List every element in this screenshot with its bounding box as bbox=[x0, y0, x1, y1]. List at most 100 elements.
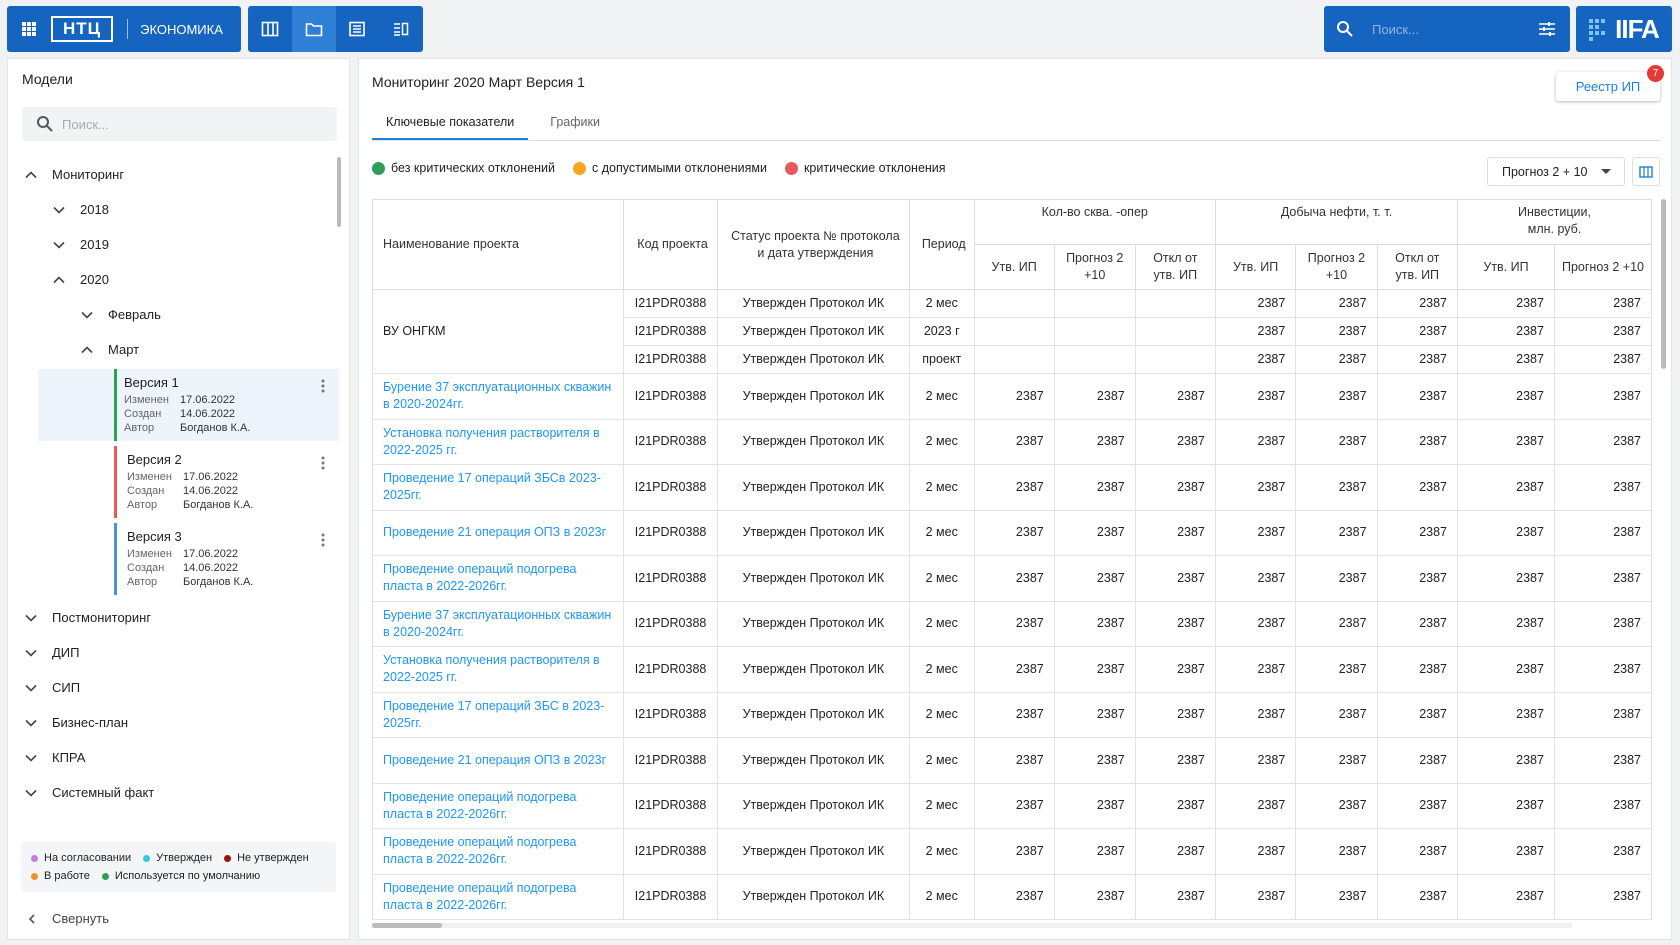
more-button[interactable] bbox=[321, 379, 325, 393]
table-row: Проведение 21 операция ОПЗ в 2023г I21PDR… bbox=[372, 509, 1652, 556]
chevron-line bbox=[25, 754, 37, 762]
version-card[interactable]: Версия 2 Изменен 17.06.2022 Создан 14.06.202… bbox=[114, 446, 339, 518]
tree-item[interactable]: Март bbox=[24, 332, 339, 367]
project-link[interactable]: Проведение операций подогрева пласта в 2… bbox=[383, 562, 577, 594]
value-cell bbox=[973, 317, 1055, 346]
meta-value: 14.06.2022 bbox=[183, 562, 239, 574]
sub-header: Прогноз 2 +10 bbox=[1053, 244, 1136, 290]
meta-label: Автор bbox=[124, 422, 155, 434]
value-cell: 2387 bbox=[973, 737, 1055, 784]
meta-label: Создан bbox=[127, 562, 165, 574]
split-view-button[interactable] bbox=[379, 6, 423, 52]
version-name: Версия 3 bbox=[127, 529, 182, 544]
tree-item[interactable]: 2018 bbox=[24, 192, 339, 227]
dot bbox=[321, 466, 325, 470]
period: проект bbox=[908, 345, 975, 374]
chevron bbox=[53, 275, 65, 283]
project-link[interactable]: Установка получения растворителя в 2022-… bbox=[383, 425, 600, 457]
chevron-line bbox=[53, 241, 65, 249]
folder-view-button[interactable] bbox=[291, 6, 336, 52]
project-name: Бурение 37 эксплуатационных скважин в 20… bbox=[372, 600, 625, 647]
tree-item[interactable]: ДИП bbox=[24, 635, 339, 670]
column-header: Период bbox=[908, 199, 975, 290]
tree-item[interactable]: КПРА bbox=[24, 740, 339, 775]
value-cell: 2387 bbox=[1376, 828, 1459, 875]
value-cell: 2387 bbox=[1295, 289, 1378, 318]
more-button[interactable] bbox=[321, 533, 325, 547]
tab[interactable]: Ключевые показатели bbox=[372, 111, 529, 140]
meta-label: Автор bbox=[127, 576, 158, 588]
project-name: Проведение операций подогрева пласта в 2… bbox=[372, 782, 625, 829]
v-scroll-thumb[interactable] bbox=[1661, 199, 1666, 369]
column-header: Статус проекта № протокола и дата утверж… bbox=[716, 199, 910, 290]
project-link[interactable]: Проведение 21 операция ОПЗ в 2023г bbox=[383, 752, 607, 767]
project-link[interactable]: Бурение 37 эксплуатационных скважин в 20… bbox=[383, 380, 612, 412]
project-status: Утвержден Протокол ИК bbox=[716, 418, 910, 465]
project-code: I21PDR0388 bbox=[623, 600, 718, 647]
period: 2 мес bbox=[908, 600, 975, 647]
version-name: Версия 2 bbox=[127, 452, 182, 467]
brand-logo[interactable]: НТЦ bbox=[51, 16, 114, 42]
search-bar[interactable]: Поиск... bbox=[1324, 6, 1570, 52]
version-card[interactable]: Версия 1 Изменен 17.06.2022 Создан 14.06.202… bbox=[38, 369, 339, 441]
period: 2023 г bbox=[908, 317, 975, 346]
brand-bar: НТЦ ЭКОНОМИКА bbox=[7, 6, 241, 52]
project-status: Утвержден Протокол ИК bbox=[716, 317, 910, 346]
period: 2 мес bbox=[908, 737, 975, 784]
main-panel: Мониторинг 2020 Март Версия 1 Реестр ИП … bbox=[358, 58, 1672, 940]
value-cell: 2387 bbox=[1553, 873, 1652, 920]
project-link[interactable]: Проведение операций подогрева пласта в 2… bbox=[383, 880, 577, 912]
collapse-button[interactable]: Свернуть bbox=[26, 911, 109, 926]
tree-item[interactable]: СИП bbox=[24, 670, 339, 705]
project-link[interactable]: Проведение 17 операций ЗБС в 2023-2025гг… bbox=[383, 698, 605, 730]
columns-view-button[interactable] bbox=[248, 6, 292, 52]
value-cell: 2387 bbox=[1553, 289, 1652, 318]
project-link[interactable]: Установка получения растворителя в 2022-… bbox=[383, 653, 600, 685]
list-view-button[interactable] bbox=[336, 6, 380, 52]
tree-item[interactable]: Системный факт bbox=[24, 775, 339, 810]
tree-item[interactable]: Постмониторинг bbox=[24, 600, 339, 635]
value-cell: 2387 bbox=[1553, 646, 1652, 693]
value-cell: 2387 bbox=[1295, 737, 1378, 784]
project-link[interactable]: Проведение операций подогрева пласта в 2… bbox=[383, 789, 577, 821]
apps-button[interactable] bbox=[7, 6, 51, 52]
value-cell: 2387 bbox=[1457, 289, 1555, 318]
tree-item[interactable]: 2019 bbox=[24, 227, 339, 262]
meta-value: Богданов К.А. bbox=[183, 576, 254, 588]
tree-item[interactable]: Мониторинг bbox=[24, 157, 339, 192]
h-scroll-thumb[interactable] bbox=[372, 923, 442, 928]
chevron-line bbox=[25, 789, 37, 797]
project-link[interactable]: Проведение 17 операций ЗБСв 2023-2025гг. bbox=[383, 471, 601, 503]
project-link[interactable]: Проведение 21 операция ОПЗ в 2023г bbox=[383, 525, 607, 540]
tree-item[interactable]: Бизнес-план bbox=[24, 705, 339, 740]
version-card[interactable]: Версия 3 Изменен 17.06.2022 Создан 14.06.202… bbox=[114, 523, 339, 595]
meta-label: Создан bbox=[124, 408, 162, 420]
sidebar-search[interactable]: Поиск... bbox=[22, 107, 337, 141]
legend-label: без критических отклонений bbox=[391, 161, 556, 175]
tab[interactable]: Графики bbox=[550, 115, 600, 129]
columns-button[interactable] bbox=[1632, 157, 1660, 186]
forecast-select[interactable]: Прогноз 2 + 10 bbox=[1487, 157, 1625, 186]
value-cell: 2387 bbox=[1553, 782, 1652, 829]
apps-icon bbox=[22, 22, 36, 36]
project-code: I21PDR0388 bbox=[623, 317, 718, 346]
registry-button[interactable]: Реестр ИП bbox=[1556, 72, 1660, 101]
meta-value: Богданов К.А. bbox=[183, 499, 254, 511]
value-cell: 2387 bbox=[1214, 646, 1297, 693]
project-link[interactable]: Бурение 37 эксплуатационных скважин в 20… bbox=[383, 607, 612, 639]
dot bbox=[321, 456, 325, 460]
legend-label: В работе bbox=[44, 870, 90, 882]
tree-item[interactable]: 2020 bbox=[24, 262, 339, 297]
legend-label: На согласовании bbox=[44, 852, 132, 864]
value-cell: 2387 bbox=[1457, 782, 1555, 829]
tree-item[interactable]: Февраль bbox=[24, 297, 339, 332]
model-tree: Мониторинг 2018 2019 2020 Февраль Март Версия … bbox=[24, 157, 339, 810]
more-button[interactable] bbox=[321, 456, 325, 470]
module-name[interactable]: ЭКОНОМИКА bbox=[140, 21, 223, 37]
scrollbar bbox=[337, 157, 341, 227]
project-link[interactable]: Проведение операций подогрева пласта в 2… bbox=[383, 835, 577, 867]
tabs: Ключевые показатели Графики bbox=[372, 111, 1661, 141]
project-name: Проведение 17 операций ЗБС в 2023-2025гг… bbox=[372, 691, 625, 738]
filter-icon[interactable] bbox=[1538, 21, 1556, 37]
value-cell: 2387 bbox=[1376, 873, 1459, 920]
